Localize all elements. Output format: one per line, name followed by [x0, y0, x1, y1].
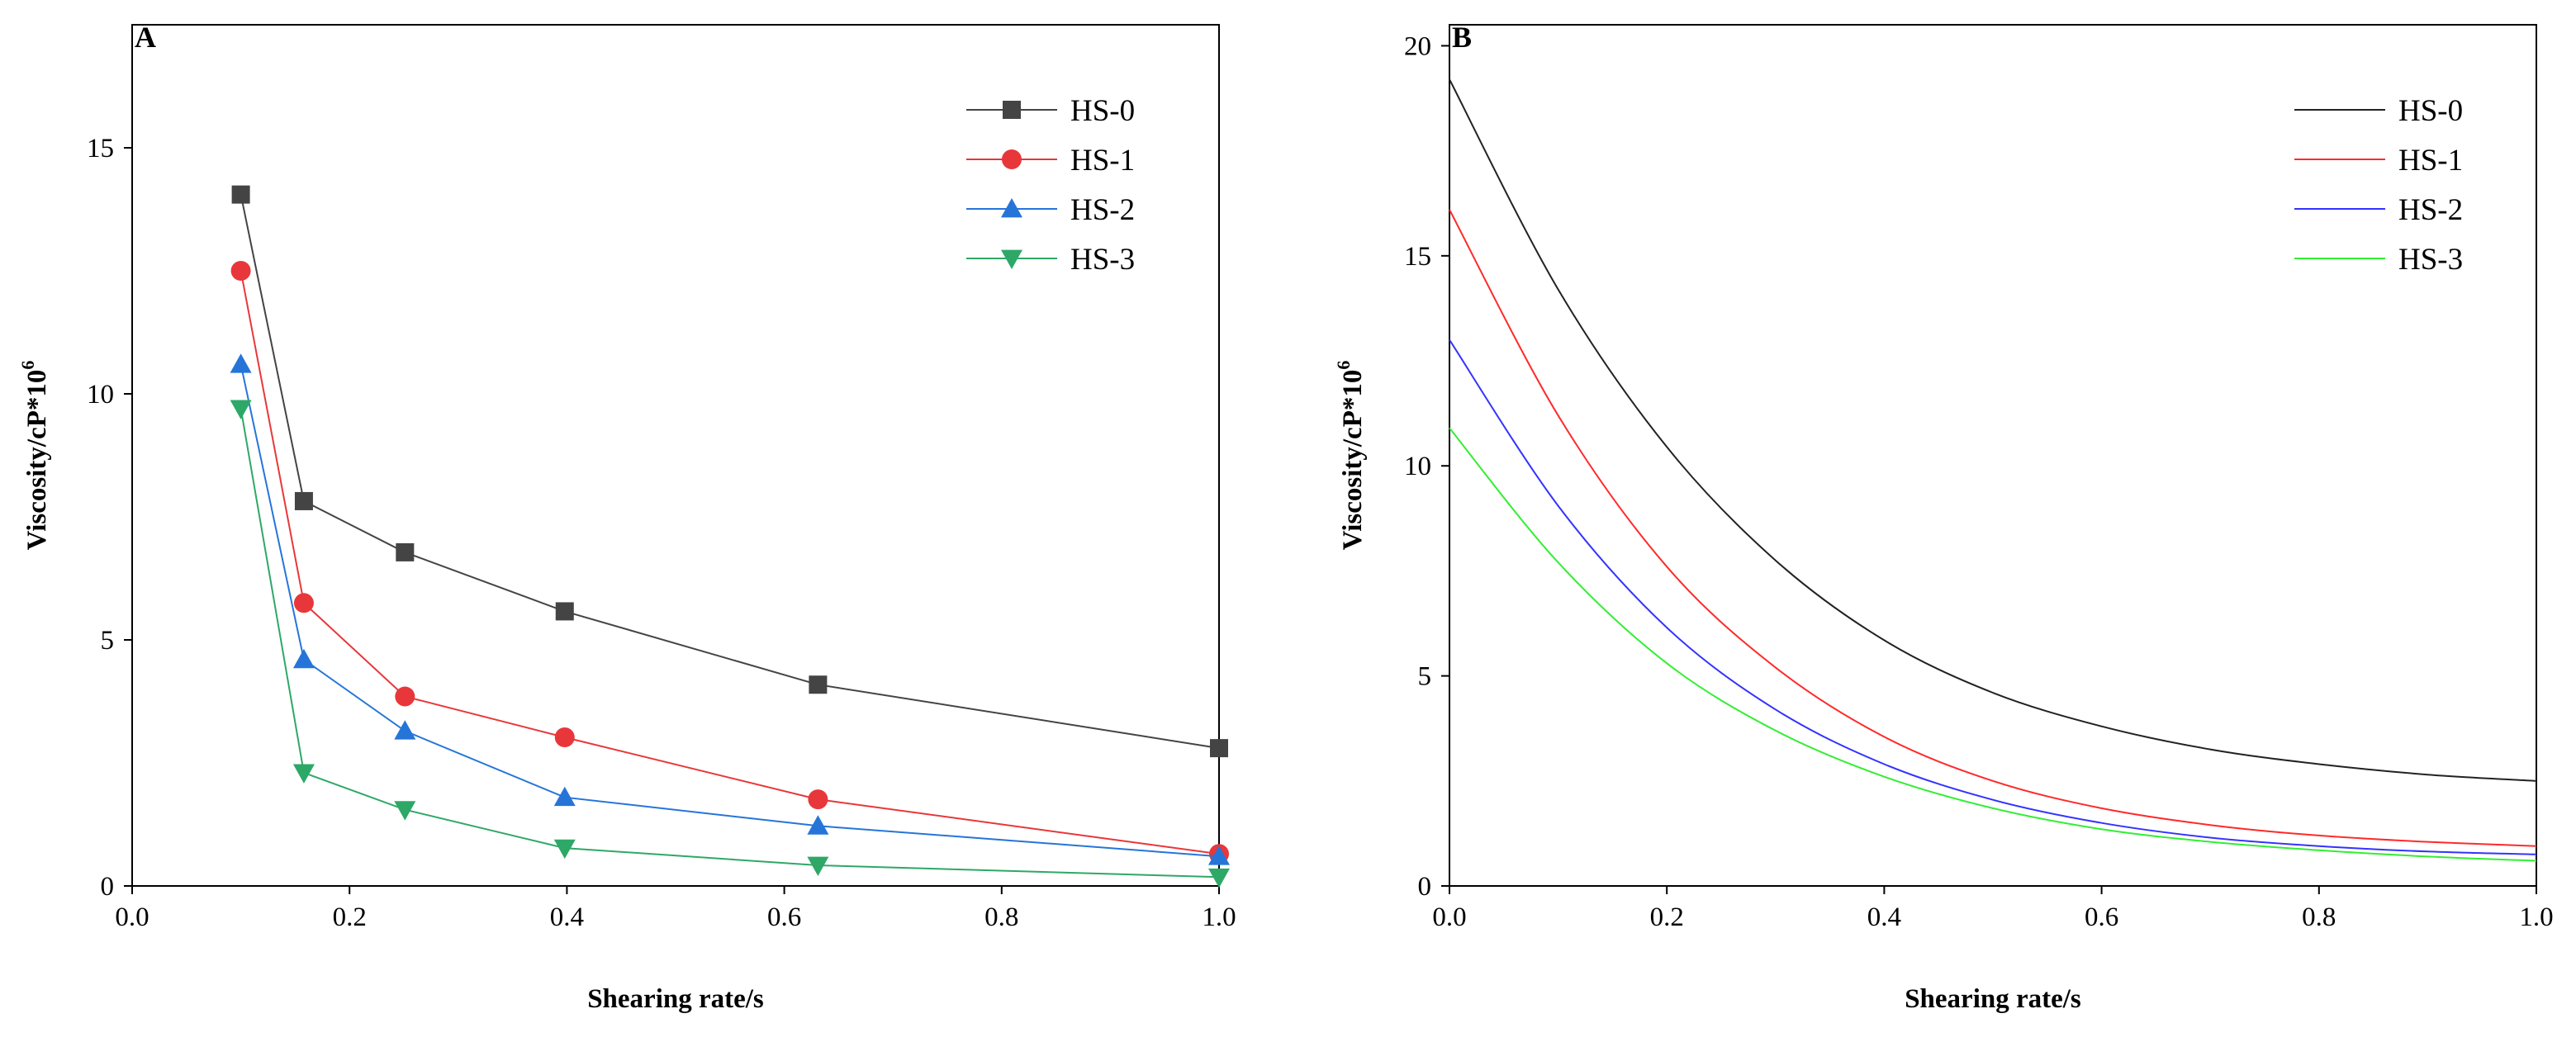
data-point	[808, 789, 828, 810]
data-point	[396, 542, 415, 561]
y-tick-label: 15	[1404, 242, 1431, 272]
data-point	[807, 815, 829, 835]
y-tick-label: 10	[1404, 452, 1431, 481]
x-tick-label: 1.0	[2519, 902, 2553, 932]
panel-label: A	[135, 21, 156, 54]
y-tick-label: 0	[101, 872, 115, 902]
data-point	[1210, 739, 1228, 758]
legend-label: HS-3	[1070, 243, 1135, 277]
data-point	[230, 400, 252, 419]
series-hs-1	[230, 261, 1229, 864]
data-point	[231, 185, 250, 204]
series-line-hs-1	[1449, 209, 2537, 847]
data-point	[807, 856, 829, 876]
legend-entry-hs-3: HS-3	[966, 243, 1135, 277]
legend-marker	[1001, 249, 1022, 269]
x-tick-label: 0.6	[2085, 902, 2118, 932]
legend-label: HS-0	[2398, 94, 2463, 128]
legend-label: HS-0	[1070, 94, 1135, 128]
data-point	[292, 648, 315, 669]
y-axis-title-main: Viscosity/cP*10	[22, 370, 52, 551]
series-hs-2	[1449, 339, 2537, 855]
series-hs-2	[230, 353, 1230, 865]
x-tick-label: 0.8	[984, 902, 1018, 932]
series-line-hs-3	[240, 408, 1220, 879]
x-tick-label: 0.4	[1867, 902, 1901, 932]
data-point	[294, 491, 313, 510]
series-hs-1	[1449, 209, 2537, 847]
x-tick-label: 0.0	[115, 902, 149, 932]
y-axis-title-superscript: 6	[17, 361, 38, 370]
x-tick-label: 0.4	[550, 902, 584, 932]
data-point	[394, 720, 416, 740]
data-point	[1208, 845, 1230, 865]
data-point	[1208, 868, 1230, 888]
legend-label: HS-1	[2398, 144, 2463, 178]
chart-panel-b: B 0.0 0.2 0.4 0.6 0.8 1.0 0 5 10 15 20 Shearing rate…	[1333, 21, 2554, 1014]
y-axis-title-group: Viscosity/cP*106	[17, 361, 52, 551]
series-line-hs-0	[1449, 78, 2537, 782]
plot-frame	[131, 24, 1220, 887]
data-point	[230, 353, 252, 373]
data-point	[554, 727, 575, 748]
legend-entry-hs-1: HS-1	[2294, 144, 2463, 178]
y-tick-label: 20	[1404, 31, 1431, 61]
chart-panel-a: A 0.0 0.2 0.4 0.6 0.8 1.0 0 5 10 15 Shearing rate/s…	[17, 21, 1236, 1014]
data-point	[395, 686, 415, 707]
panel-label: B	[1452, 21, 1472, 54]
plot-frame	[1449, 24, 2537, 887]
y-axis-title: Viscosity/cP*106	[17, 361, 52, 551]
legend-entry-hs-2: HS-2	[2294, 193, 2463, 227]
y-axis-title-main: Viscosity/cP*10	[1338, 370, 1368, 551]
series-line-hs-1	[240, 270, 1220, 855]
data-point	[553, 786, 576, 807]
legend-label: HS-2	[2398, 193, 2463, 227]
y-tick-label: 15	[87, 134, 114, 163]
legend-entry-hs-0: HS-0	[2294, 94, 2463, 128]
data-point	[555, 602, 574, 621]
legend-entry-hs-2: HS-2	[966, 193, 1135, 227]
legend-entry-hs-0: HS-0	[966, 94, 1135, 128]
y-axis-title: Viscosity/cP*106	[1333, 361, 1368, 551]
series-line-hs-2	[1449, 339, 2537, 855]
data-point	[293, 593, 314, 613]
data-point	[292, 764, 315, 784]
x-tick-label: 0.0	[1432, 902, 1466, 932]
series-line-hs-2	[240, 363, 1220, 858]
x-tick-label: 0.6	[767, 902, 801, 932]
legend-marker	[1002, 149, 1022, 169]
series-hs-0	[231, 185, 1228, 758]
data-point	[553, 839, 576, 860]
y-axis-title-group: Viscosity/cP*106	[1333, 361, 1368, 551]
x-tick-label: 0.8	[2302, 902, 2336, 932]
legend-entry-hs-1: HS-1	[966, 144, 1135, 178]
series-line-hs-0	[240, 194, 1220, 750]
legend-label: HS-3	[2398, 243, 2463, 277]
x-tick-label: 0.2	[333, 902, 367, 932]
legend-marker	[1001, 198, 1022, 218]
x-tick-label: 1.0	[1202, 902, 1236, 932]
legend-label: HS-1	[1070, 144, 1135, 178]
data-point	[230, 261, 251, 281]
data-point	[394, 801, 416, 821]
data-point	[809, 675, 828, 694]
series-hs-3	[1449, 427, 2537, 862]
x-axis-title: Shearing rate/s	[587, 984, 764, 1014]
y-axis-title-superscript: 6	[1333, 361, 1354, 370]
legend-label: HS-2	[1070, 193, 1135, 227]
x-axis-title: Shearing rate/s	[1905, 984, 2081, 1014]
y-tick-label: 10	[87, 380, 114, 410]
y-tick-label: 5	[101, 626, 115, 656]
y-tick-label: 5	[1418, 662, 1432, 692]
series-line-hs-3	[1449, 427, 2537, 862]
legend-marker	[1003, 101, 1021, 119]
x-tick-label: 0.2	[1650, 902, 1684, 932]
series-hs-3	[230, 400, 1230, 888]
series-hs-0	[1449, 78, 2537, 782]
legend-entry-hs-3: HS-3	[2294, 243, 2463, 277]
y-tick-label: 0	[1418, 872, 1432, 902]
